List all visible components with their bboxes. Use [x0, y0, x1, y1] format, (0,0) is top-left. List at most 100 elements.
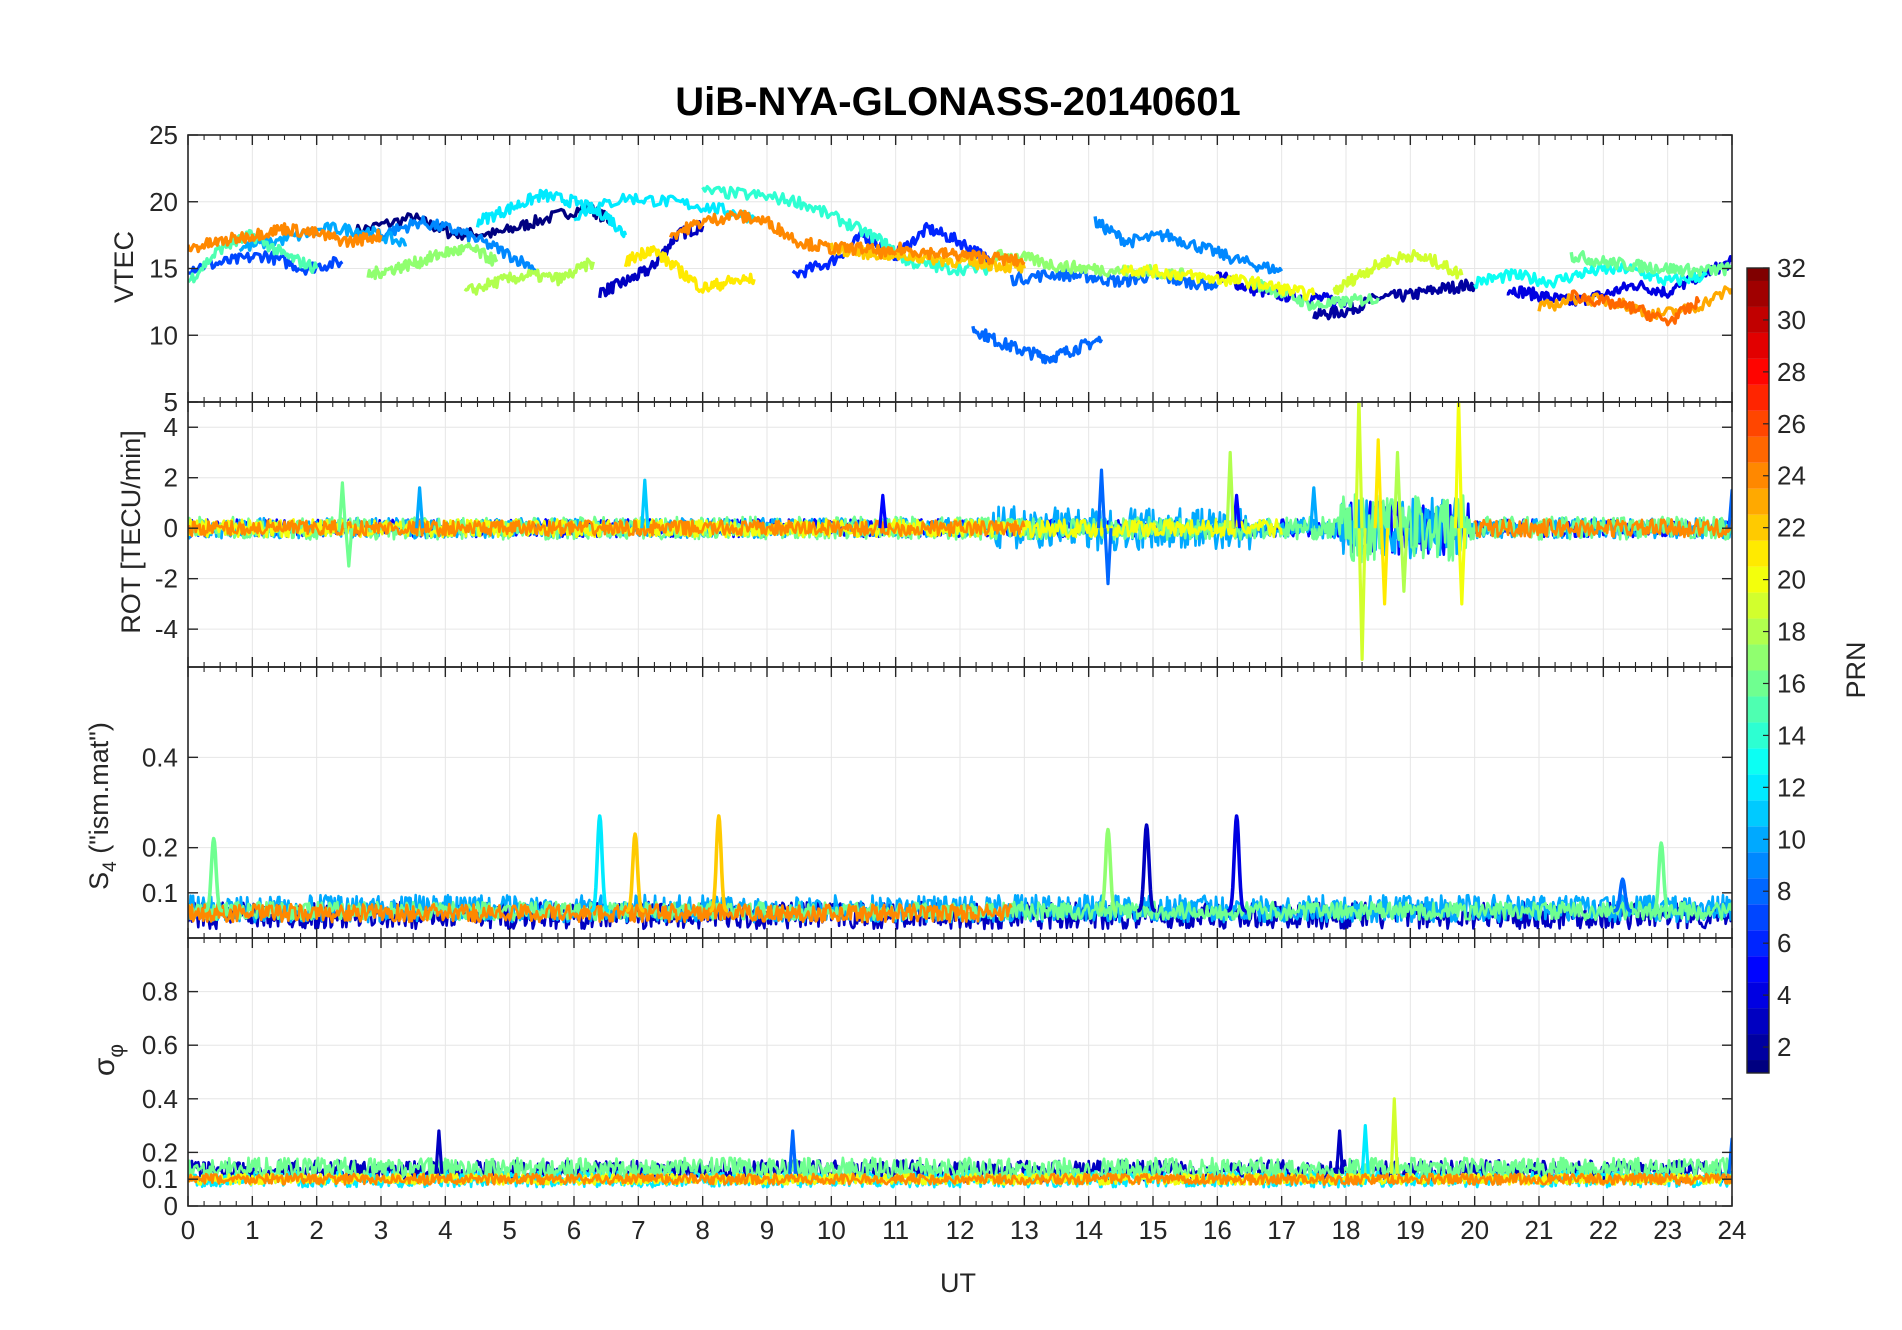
- colorbar-block-8: [1747, 878, 1769, 905]
- rot-spike-prn-5: [878, 493, 888, 529]
- colorbar-tick-label: 18: [1777, 617, 1806, 647]
- colorbar-tick-label: 16: [1777, 668, 1806, 698]
- s4-y-tick-label: 0.1: [142, 878, 178, 908]
- x-tick-label: 1: [245, 1215, 259, 1245]
- rot-spike-prn-18: [1392, 450, 1403, 529]
- vtec-track-prn-24: [188, 222, 383, 254]
- rot-ticks: -4 -2 0 2 45: [155, 387, 1733, 667]
- vtec-track-prn-24: [668, 209, 898, 260]
- colorbar-tick-label: 32: [1777, 253, 1806, 283]
- colorbar-tick-label: 12: [1777, 772, 1806, 802]
- colorbar-block-21: [1747, 540, 1769, 567]
- sigma-y-tick-label: 0.2: [142, 1137, 178, 1167]
- colorbar-block-7: [1747, 904, 1769, 931]
- colorbar-block-3: [1747, 1008, 1769, 1035]
- colorbar-block-14: [1747, 722, 1769, 749]
- rot-spike-prn-10: [415, 486, 425, 529]
- colorbar-block-4: [1747, 982, 1769, 1009]
- vtec-track-prn-13: [1473, 261, 1708, 290]
- x-tick-label: 19: [1396, 1215, 1425, 1245]
- s4-ylabel-main: S: [84, 872, 114, 890]
- x-tick-label: 6: [567, 1215, 581, 1245]
- colorbar-tick-label: 24: [1777, 461, 1806, 491]
- vtec-track-prn-16: [1569, 250, 1732, 278]
- sigma-spike-prn-3: [434, 1129, 444, 1174]
- colorbar-block-20: [1747, 566, 1769, 593]
- rot-y-tick-label: -2: [155, 564, 178, 594]
- colorbar-block-9: [1747, 852, 1769, 879]
- sigma-spike-prn-3: [1335, 1129, 1345, 1174]
- vtec-track-prn-20: [1119, 263, 1316, 301]
- rot-ylabel: ROT [TECU/min]: [116, 430, 146, 634]
- rot-spike-prn-18: [1225, 450, 1235, 529]
- sigma-y-tick-label: 0.4: [142, 1084, 178, 1114]
- s4-ylabel-suffix: ("ism.mat"): [84, 722, 114, 861]
- vtec-track-prn-4: [1215, 270, 1348, 308]
- vtec-track-prn-9: [1093, 216, 1284, 275]
- x-tick-label: 20: [1460, 1215, 1489, 1245]
- vtec-y-tick-label: 10: [149, 320, 178, 350]
- vtec-tracks: [188, 185, 1732, 365]
- vtec-ylabel: VTEC: [109, 231, 139, 303]
- vtec-track-prn-8: [971, 325, 1104, 365]
- colorbar-block-18: [1747, 618, 1769, 645]
- rot-spike-prn-8: [1096, 468, 1107, 529]
- rot-spike-prn-21: [1373, 438, 1383, 529]
- colorbar-block-11: [1747, 800, 1769, 827]
- rot-spike-prn-11: [640, 478, 650, 529]
- vtec-track-prn-25: [1569, 289, 1701, 327]
- x-tick-label: 14: [1074, 1215, 1103, 1245]
- sigma-spike-prn-12: [1360, 1124, 1370, 1174]
- rot-band-prn-24: [188, 519, 1026, 538]
- x-tick-label: 21: [1525, 1215, 1554, 1245]
- rot-spike-prn-16: [337, 481, 347, 529]
- sigma-ylabel-subscript: φ: [105, 1044, 128, 1058]
- s4-ticks: 0.1 0.2 0.4: [142, 667, 1733, 938]
- s4-peak-prn-16: [203, 836, 224, 913]
- s4-peak-prn-4: [1226, 814, 1247, 913]
- s4-peak-prn-17: [1097, 827, 1119, 913]
- colorbar-block-27: [1747, 384, 1769, 411]
- colorbar-block-13: [1747, 748, 1769, 775]
- colorbar-tick-label: 22: [1777, 513, 1806, 543]
- x-tick-label: 2: [309, 1215, 323, 1245]
- rot-spike-prn-16: [344, 528, 354, 568]
- x-tick-label: 17: [1267, 1215, 1296, 1245]
- x-tick-label: 18: [1332, 1215, 1361, 1245]
- s4-ylabel: S4 ("ism.mat"): [84, 722, 121, 890]
- rot-spike-prn-20: [1457, 528, 1467, 606]
- x-tick-label: 16: [1203, 1215, 1232, 1245]
- x-tick-label: 4: [438, 1215, 452, 1245]
- x-tick-label: 0: [181, 1215, 195, 1245]
- rot-spike-prn-20: [1454, 402, 1464, 529]
- colorbar-block-31: [1747, 280, 1769, 307]
- s4-peak-prn-22: [624, 832, 646, 913]
- x-tick-label: 3: [374, 1215, 388, 1245]
- colorbar-block-26: [1747, 410, 1769, 437]
- rot-spike-prn-18: [1399, 528, 1409, 593]
- vtec-y-tick-label: 25: [149, 120, 178, 150]
- s4-tracks: [188, 814, 1732, 931]
- vtec-panel: 10 15 20 25 VTEC: [109, 120, 1733, 403]
- rot-y-tick-label: 5: [164, 387, 178, 417]
- vtec-track-prn-14: [701, 185, 993, 277]
- vtec-track-prn-19: [1332, 249, 1464, 296]
- colorbar-block-32: [1747, 268, 1769, 281]
- colorbar-block-12: [1747, 774, 1769, 801]
- vtec-track-prn-8: [1009, 267, 1219, 291]
- s4-y-tick-label: 0.4: [142, 742, 178, 772]
- colorbar-block-15: [1747, 696, 1769, 723]
- vtec-track-prn-17: [366, 242, 499, 281]
- colorbar-block-29: [1747, 332, 1769, 359]
- sigma-y-tick-label: 0.8: [142, 977, 178, 1007]
- x-axis-label: UT: [940, 1268, 976, 1298]
- colorbar-tick-label: 2: [1777, 1032, 1791, 1062]
- vtec-track-prn-6: [791, 222, 994, 279]
- vtec-track-prn-3: [598, 220, 705, 299]
- rot-spike-prn-19: [1357, 528, 1367, 661]
- colorbar-tick-label: 26: [1777, 409, 1806, 439]
- x-tick-label: 23: [1653, 1215, 1682, 1245]
- x-tick-labels: 0 1 2 3 4 5 6 7 8 9 10 11 12 13 14 15 16 17 18 19 20 21 22 23 24: [181, 1215, 1747, 1245]
